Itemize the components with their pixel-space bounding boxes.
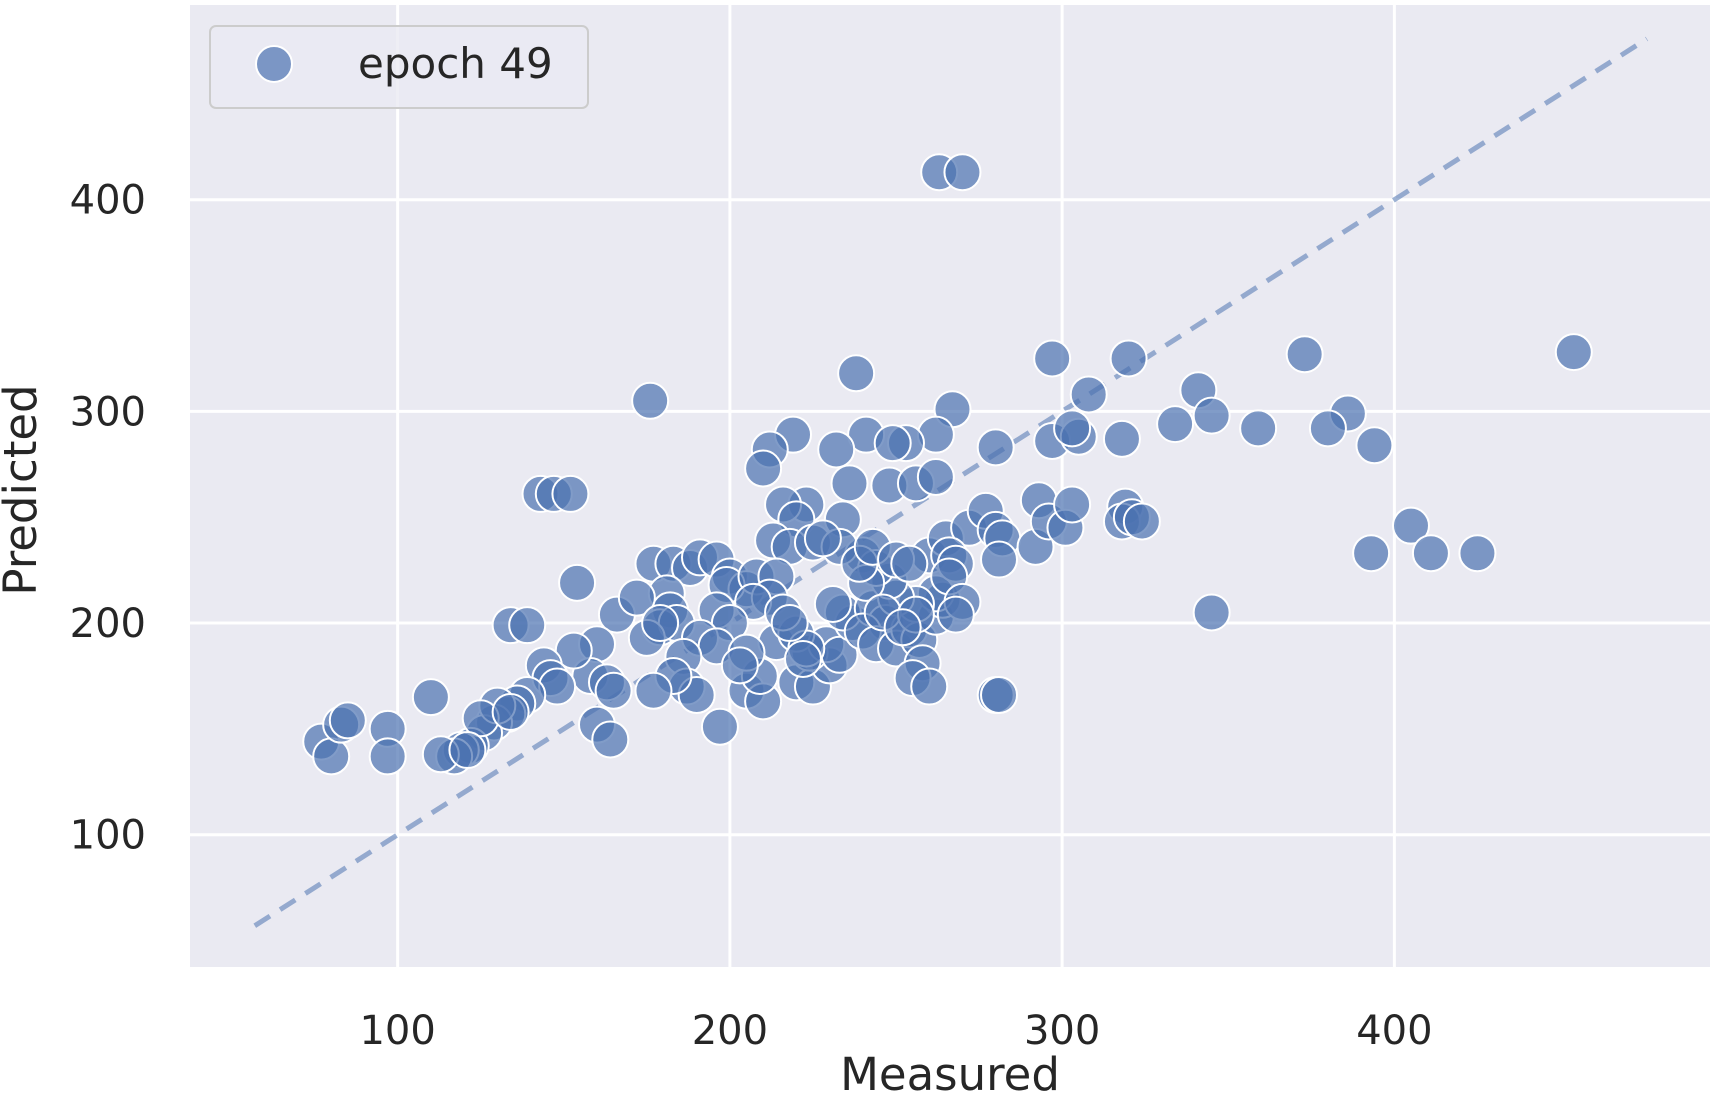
data-point-178 xyxy=(770,604,809,643)
data-point-95 xyxy=(558,563,597,602)
x-tick-label-100: 100 xyxy=(359,1008,435,1054)
data-point-46 xyxy=(803,519,842,558)
data-point-105 xyxy=(591,720,630,759)
x-tick-label-400: 400 xyxy=(1356,1008,1432,1054)
data-point-58 xyxy=(1053,485,1092,524)
x-tick-label-300: 300 xyxy=(1024,1008,1100,1054)
data-point-180 xyxy=(720,646,759,685)
data-point-65 xyxy=(1411,534,1450,573)
data-point-25 xyxy=(976,428,1015,467)
data-point-99 xyxy=(641,604,680,643)
y-tick-label-400: 400 xyxy=(70,178,146,224)
data-point-2 xyxy=(631,381,670,420)
data-point-124 xyxy=(312,737,351,776)
data-point-11 xyxy=(1192,396,1231,435)
legend-box xyxy=(209,25,589,109)
data-point-12 xyxy=(1156,405,1195,444)
data-point-92 xyxy=(634,671,673,710)
y-tick-label-200: 200 xyxy=(70,601,146,647)
data-point-9 xyxy=(1069,375,1108,414)
data-point-22 xyxy=(817,430,856,469)
data-point-130 xyxy=(700,707,739,746)
data-point-122 xyxy=(491,692,530,731)
data-point-29 xyxy=(1053,409,1092,448)
data-point-67 xyxy=(1192,593,1231,632)
data-point-97 xyxy=(617,578,656,617)
data-point-129 xyxy=(448,731,487,770)
data-point-64 xyxy=(1352,534,1391,573)
data-point-53 xyxy=(980,540,1019,579)
data-point-106 xyxy=(554,631,593,670)
y-tick-label-300: 300 xyxy=(70,389,146,435)
data-point-36 xyxy=(830,464,869,503)
data-point-32 xyxy=(551,474,590,513)
data-point-94 xyxy=(508,606,547,645)
data-point-182 xyxy=(980,676,1019,715)
data-point-13 xyxy=(1239,409,1278,448)
data-point-126 xyxy=(328,701,367,740)
data-point-28 xyxy=(1102,419,1141,458)
data-point-63 xyxy=(1391,506,1430,545)
y-axis-ticks: 100 200 300 400 xyxy=(70,178,146,859)
data-point-169 xyxy=(936,595,975,634)
data-points xyxy=(302,153,1593,776)
data-point-21 xyxy=(873,424,912,463)
y-tick-label-100: 100 xyxy=(70,813,146,859)
data-point-16 xyxy=(1355,426,1394,465)
data-point-5 xyxy=(1109,339,1148,378)
data-point-66 xyxy=(1458,534,1497,573)
data-point-24 xyxy=(744,449,783,488)
data-point-3 xyxy=(837,354,876,393)
legend: epoch 49 xyxy=(209,25,589,109)
legend-marker xyxy=(255,45,293,83)
data-point-176 xyxy=(783,640,822,679)
data-point-6 xyxy=(1285,335,1324,374)
x-tick-label-200: 200 xyxy=(692,1008,768,1054)
data-point-15 xyxy=(1308,409,1347,448)
legend-label-epoch-49: epoch 49 xyxy=(358,39,553,88)
data-point-142 xyxy=(813,585,852,624)
data-point-4 xyxy=(1033,339,1072,378)
data-point-172 xyxy=(883,608,922,647)
y-axis-label: Predicted xyxy=(0,384,47,595)
data-point-152 xyxy=(910,667,949,706)
data-point-1 xyxy=(943,153,982,192)
data-point-35 xyxy=(916,458,955,497)
x-axis-label: Measured xyxy=(840,1048,1060,1101)
data-point-103 xyxy=(594,671,633,710)
x-axis-ticks: 100 200 300 400 xyxy=(359,1008,1432,1054)
data-point-7 xyxy=(1554,333,1593,372)
data-point-62 xyxy=(1122,502,1161,541)
data-point-128 xyxy=(368,737,407,776)
data-point-119 xyxy=(411,678,450,717)
data-point-164 xyxy=(890,544,929,583)
